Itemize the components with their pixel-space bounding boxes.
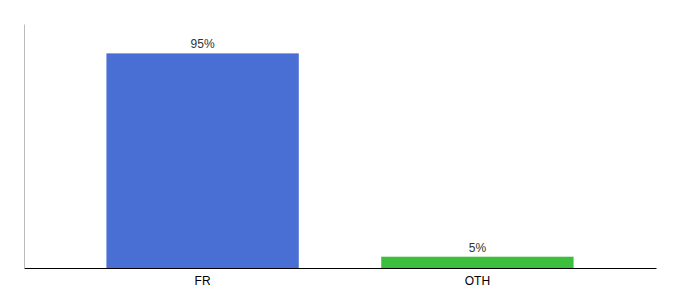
x-axis: FR OTH	[25, 269, 657, 288]
bars	[106, 53, 573, 268]
data-label: 95%	[191, 37, 215, 51]
x-tick-label: OTH	[465, 274, 490, 288]
bar	[106, 53, 298, 268]
plot: 95% 5% FR OTH	[25, 25, 657, 288]
data-label: 5%	[469, 241, 487, 255]
y-axis	[24, 25, 25, 269]
bar	[381, 257, 573, 268]
x-tick: OTH	[465, 274, 490, 288]
x-tick-label: FR	[195, 274, 211, 288]
x-tick: FR	[195, 274, 211, 288]
x-axis-line	[25, 268, 657, 269]
data-labels: 95% 5%	[191, 37, 487, 254]
y-axis-line	[24, 25, 25, 269]
chart: 95% 5% FR OTH	[0, 0, 680, 300]
